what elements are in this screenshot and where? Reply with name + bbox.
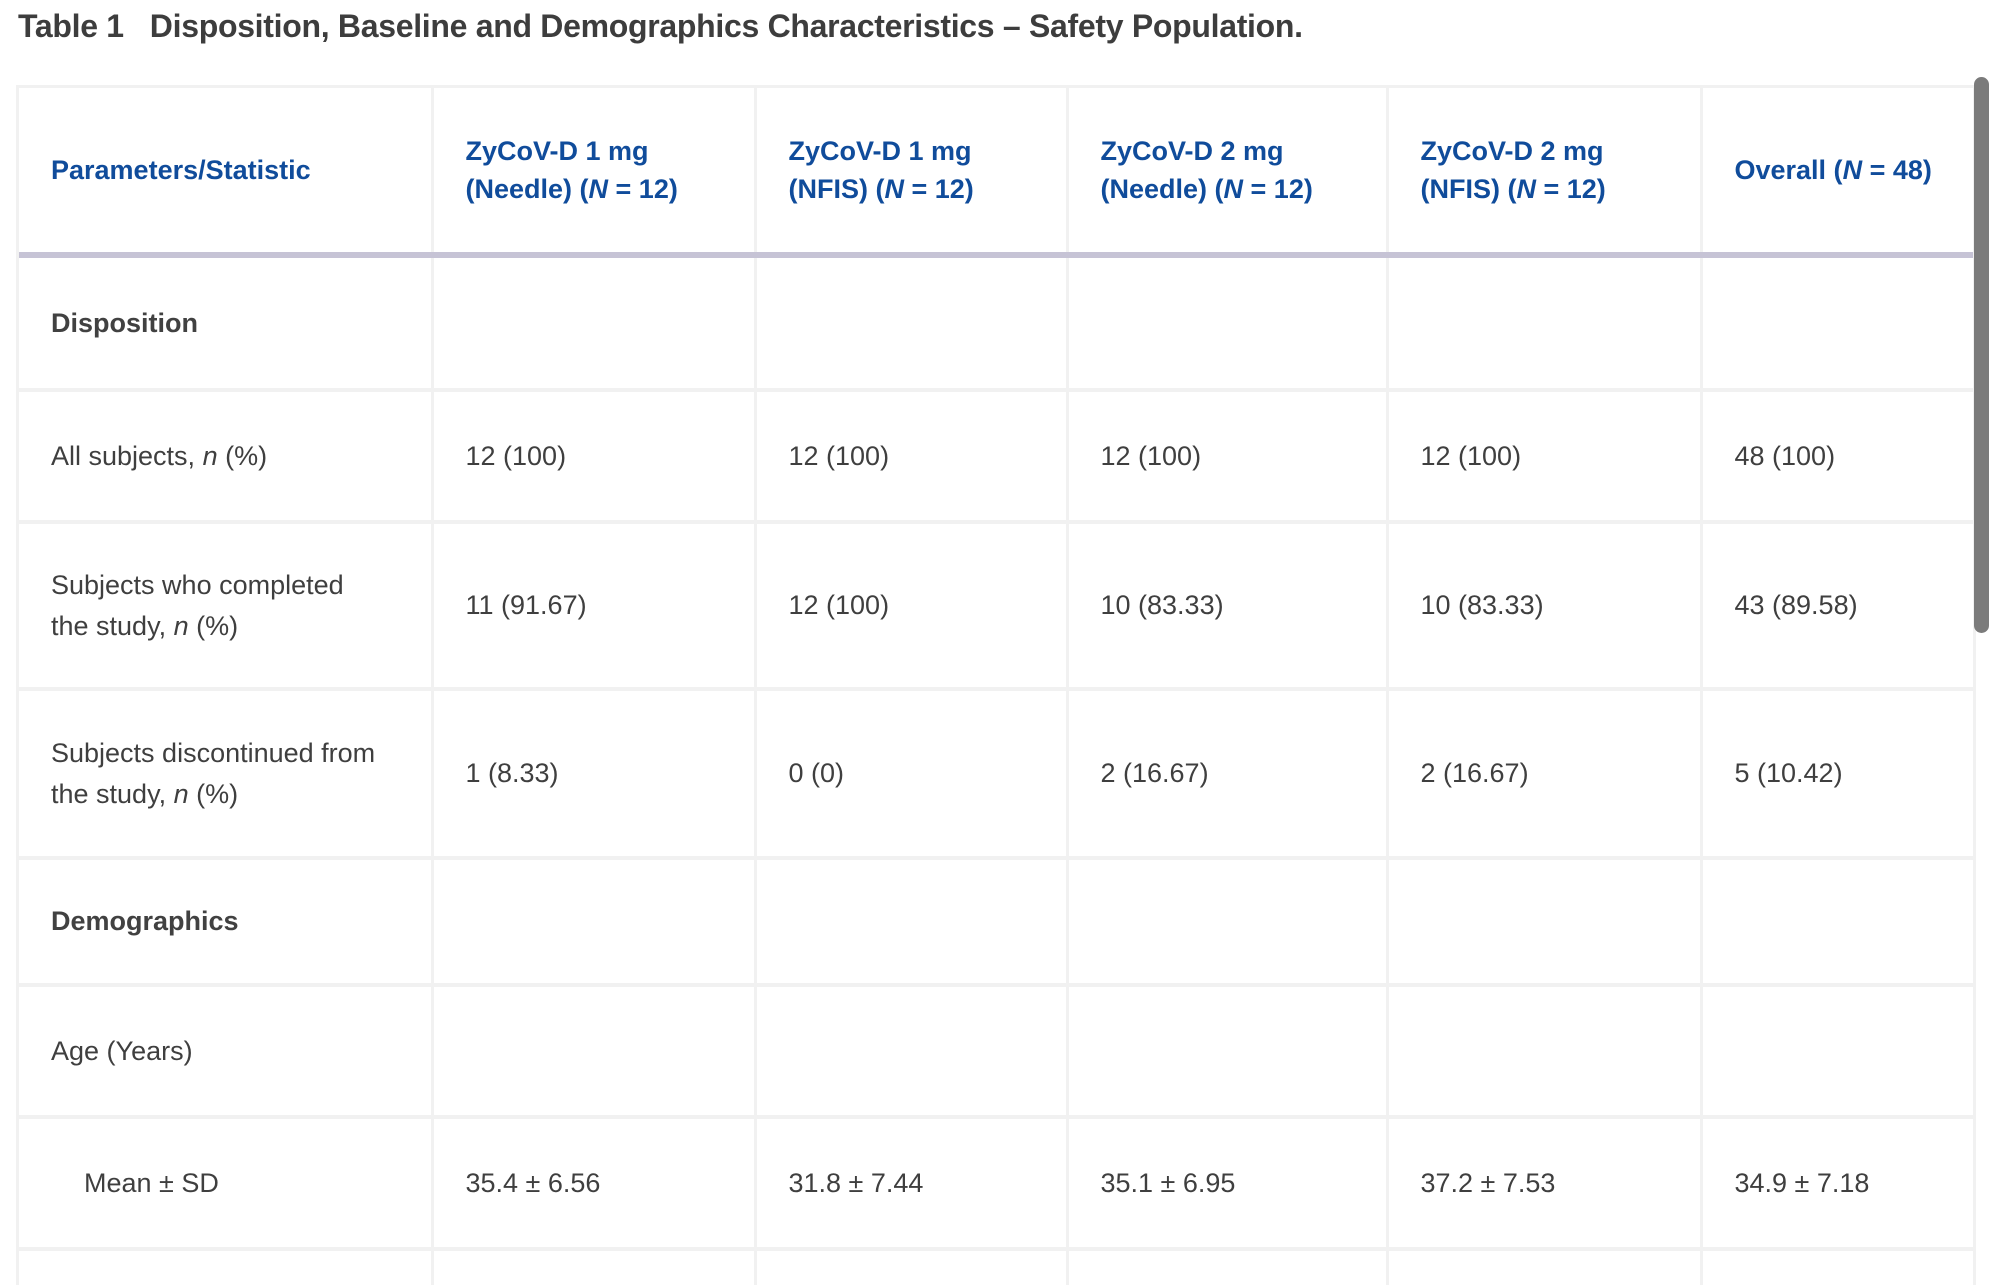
cell-value	[432, 858, 757, 987]
cell-value: 2 (16.67)	[1387, 689, 1703, 860]
table-row-age-mean-sd: Mean ± SD 35.4 ± 6.56 31.8 ± 7.44 35.1 ±…	[19, 1117, 1973, 1251]
column-header-group-4: ZyCoV-D 2 mg (NFIS) (N = 12)	[1387, 88, 1703, 258]
cell-value	[1387, 985, 1703, 1119]
cell-value	[1067, 858, 1389, 987]
cell-parameter: Demographics	[19, 858, 434, 987]
cell-value	[1701, 255, 1973, 392]
cell-value: 0 (0)	[755, 689, 1069, 860]
column-header-group-2: ZyCoV-D 1 mg (NFIS) (N = 12)	[755, 88, 1069, 258]
table-row-disposition-section: Disposition	[19, 255, 1973, 392]
column-header-overall: Overall (N = 48)	[1701, 88, 1973, 258]
column-header-group-3: ZyCoV-D 2 mg (Needle) (N = 12)	[1067, 88, 1389, 258]
table-row-age-years: Age (Years)	[19, 985, 1973, 1119]
cell-value	[1387, 858, 1703, 987]
table-title-label: Table 1	[18, 8, 124, 44]
cell-parameter: Age (Years)	[19, 985, 434, 1119]
cell-value: 35.4 ± 6.56	[432, 1117, 757, 1251]
cell-parameter: Median (Range)	[19, 1249, 434, 1285]
cell-value	[1701, 858, 1973, 987]
table-row-age-median-range: Median (Range) 36.5 (27, 45) 31.5 (22, 4…	[19, 1249, 1973, 1285]
table-title: Table 1 Disposition, Baseline and Demogra…	[18, 8, 2009, 45]
cell-value: 36.5 (27, 45)	[432, 1249, 757, 1285]
cell-value: 12 (100)	[755, 522, 1069, 691]
cell-value: 31.8 ± 7.44	[755, 1117, 1069, 1251]
cell-value: 35.1 ± 6.95	[1067, 1117, 1389, 1251]
cell-value: 34.9 ± 7.18	[1701, 1117, 1973, 1251]
table-row-discontinued-study: Subjects discontinued from the study, n …	[19, 689, 1973, 860]
cell-value: 2 (16.67)	[1067, 689, 1389, 860]
cell-value	[1067, 255, 1389, 392]
table-row-demographics-section: Demographics	[19, 858, 1973, 987]
cell-value: 43 (89.58)	[1701, 522, 1973, 691]
cell-value	[432, 985, 757, 1119]
cell-value: 36.5 (26, 48)	[1387, 1249, 1703, 1285]
demographics-table: Parameters/Statistic ZyCoV-D 1 mg (Needl…	[19, 88, 1973, 1285]
cell-value: 12 (100)	[432, 390, 757, 524]
cell-value: 35.5 (20, 48)	[1701, 1249, 1973, 1285]
cell-value: 1 (8.33)	[432, 689, 757, 860]
column-header-parameters: Parameters/Statistic	[19, 88, 434, 258]
cell-value: 12 (100)	[1387, 390, 1703, 524]
cell-value	[755, 255, 1069, 392]
header-row: Parameters/Statistic ZyCoV-D 1 mg (Needl…	[19, 88, 1973, 258]
cell-value: 10 (83.33)	[1067, 522, 1389, 691]
cell-value: 5 (10.42)	[1701, 689, 1973, 860]
cell-parameter: Mean ± SD	[19, 1117, 434, 1251]
cell-value	[755, 985, 1069, 1119]
cell-value	[1067, 985, 1389, 1119]
cell-value: 36.0 (20, 45)	[1067, 1249, 1389, 1285]
cell-value: 11 (91.67)	[432, 522, 757, 691]
column-header-group-1: ZyCoV-D 1 mg (Needle) (N = 12)	[432, 88, 757, 258]
cell-value: 12 (100)	[755, 390, 1069, 524]
table-row-completed-study: Subjects who completed the study, n (%) …	[19, 522, 1973, 691]
cell-value: 48 (100)	[1701, 390, 1973, 524]
cell-value	[432, 255, 757, 392]
cell-parameter: Subjects who completed the study, n (%)	[19, 522, 434, 691]
cell-value: 37.2 ± 7.53	[1387, 1117, 1703, 1251]
cell-value: 10 (83.33)	[1387, 522, 1703, 691]
cell-value: 12 (100)	[1067, 390, 1389, 524]
cell-value: 31.5 (22, 48)	[755, 1249, 1069, 1285]
cell-parameter: Subjects discontinued from the study, n …	[19, 689, 434, 860]
cell-value	[755, 858, 1069, 987]
table-title-text: Disposition, Baseline and Demographics C…	[149, 8, 1303, 44]
table-scroll-container: Parameters/Statistic ZyCoV-D 1 mg (Needl…	[16, 85, 1976, 1285]
table-row-all-subjects: All subjects, n (%) 12 (100) 12 (100) 12…	[19, 390, 1973, 524]
cell-parameter: All subjects, n (%)	[19, 390, 434, 524]
cell-parameter: Disposition	[19, 255, 434, 392]
cell-value	[1701, 985, 1973, 1119]
cell-value	[1387, 255, 1703, 392]
vertical-scrollbar-thumb[interactable]	[1974, 77, 1989, 633]
